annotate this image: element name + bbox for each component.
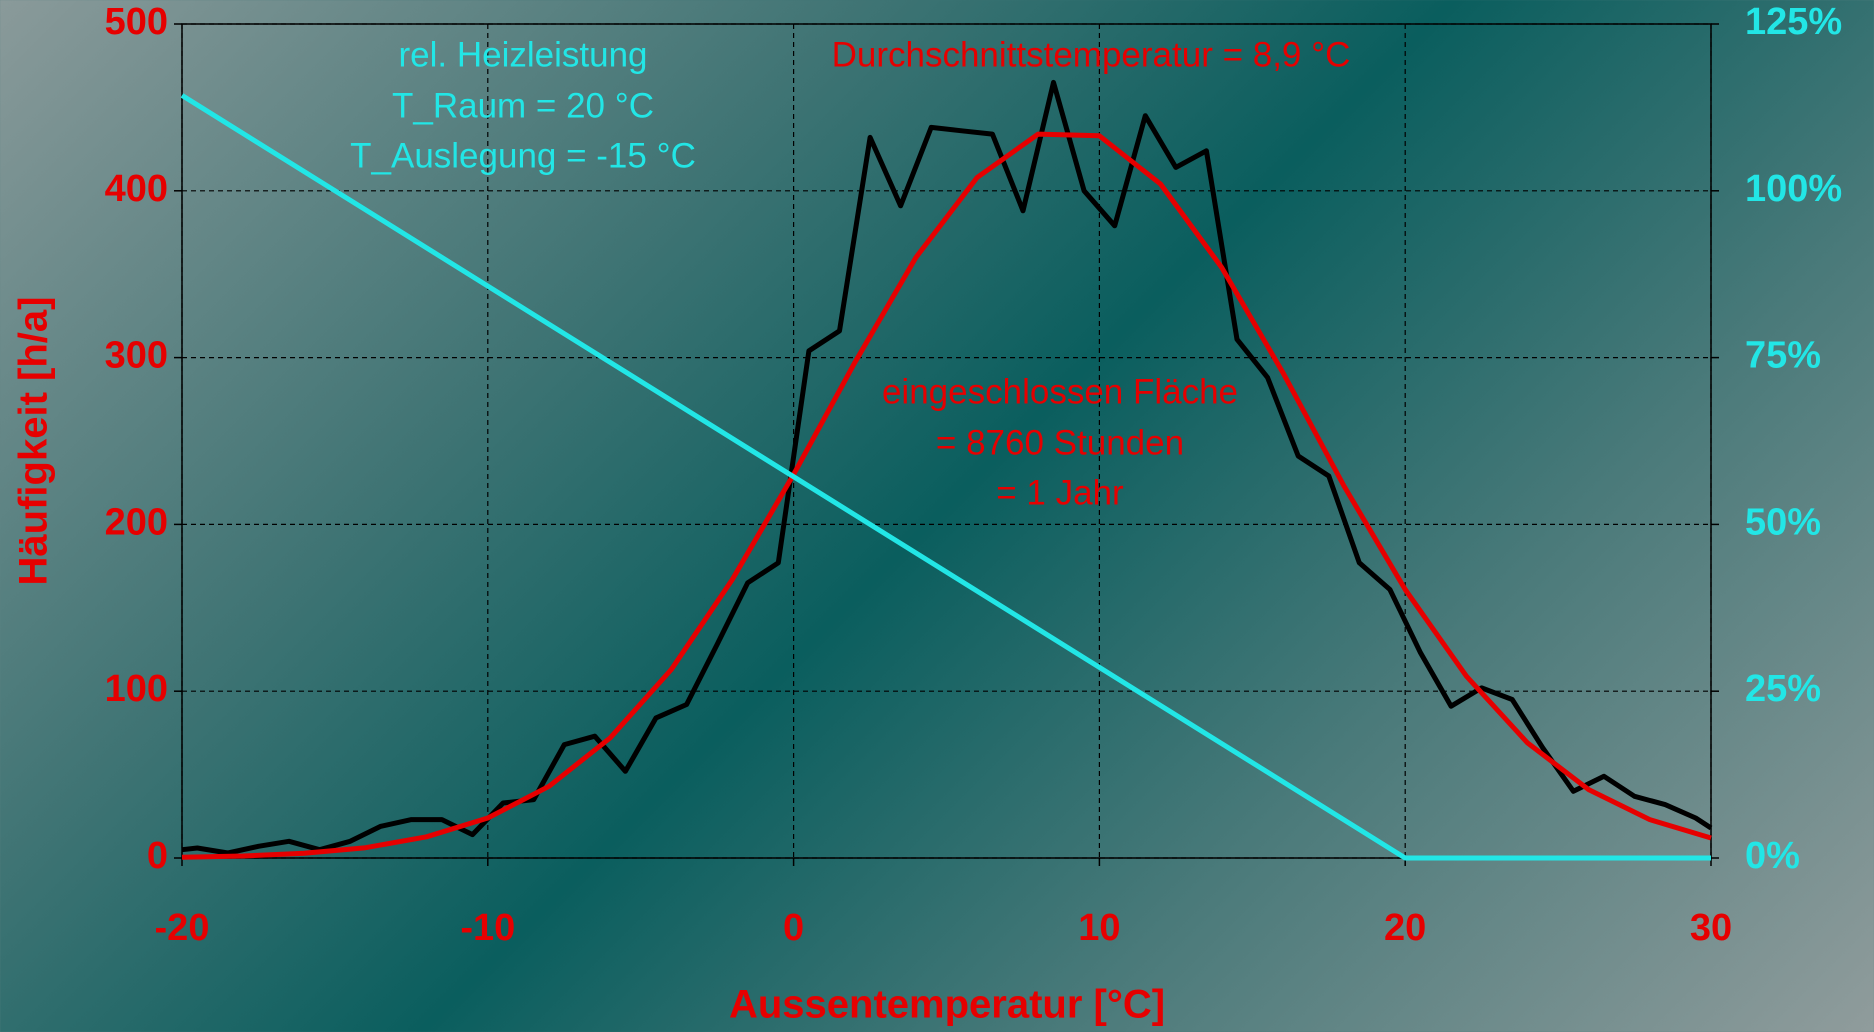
y-tick-label: 200	[105, 501, 168, 543]
annotation: = 8760 Stunden	[936, 423, 1184, 462]
x-axis-label: Aussentemperatur [°C]	[729, 983, 1165, 1027]
y-tick-label: 300	[105, 335, 168, 377]
y2-tick-label: 75%	[1745, 335, 1821, 377]
y2-tick-label: 125%	[1745, 1, 1842, 43]
y-tick-label: 0	[147, 835, 168, 877]
y2-tick-label: 50%	[1745, 501, 1821, 543]
x-tick-label: 30	[1690, 907, 1732, 949]
y2-tick-label: 25%	[1745, 668, 1821, 710]
x-tick-label: -20	[155, 907, 210, 949]
y-tick-label: 500	[105, 1, 168, 43]
y-tick-label: 400	[105, 168, 168, 210]
y2-tick-label: 0%	[1745, 835, 1800, 877]
x-tick-label: 20	[1384, 907, 1426, 949]
annotation: T_Auslegung = -15 °C	[350, 136, 696, 175]
x-tick-label: 0	[783, 907, 804, 949]
annotation: rel. Heizleistung	[399, 35, 648, 74]
y-tick-label: 100	[105, 668, 168, 710]
series-line	[181, 79, 1713, 856]
x-tick-label: -10	[460, 907, 515, 949]
annotation: = 1 Jahr	[996, 473, 1124, 512]
x-tick-label: 10	[1078, 907, 1120, 949]
y2-tick-label: 100%	[1745, 168, 1842, 210]
series-line	[181, 131, 1712, 860]
series-line	[180, 93, 1711, 861]
annotation: T_Raum = 20 °C	[392, 86, 654, 125]
annotation: Durchschnittstemperatur = 8,9 °C	[832, 35, 1351, 74]
annotation: eingeschlossen Fläche	[882, 372, 1238, 411]
y-axis-label: Häufigkeit [h/a]	[12, 297, 56, 586]
plot-frame	[181, 23, 1712, 859]
